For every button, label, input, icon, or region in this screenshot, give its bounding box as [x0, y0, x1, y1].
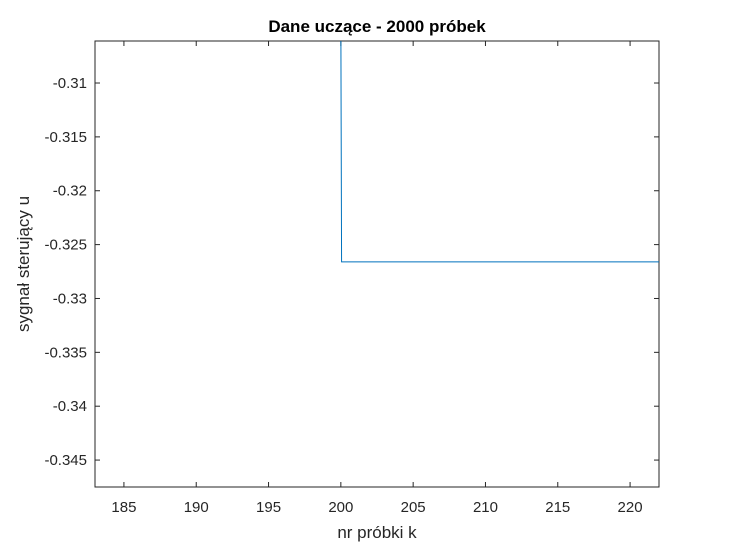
x-tick-label: 195	[256, 499, 281, 516]
y-tick-label: -0.31	[53, 75, 87, 92]
x-tick-label: 190	[184, 499, 209, 516]
x-axis-label: nr próbki k	[337, 523, 417, 542]
y-tick-label: -0.33	[53, 290, 87, 307]
y-tick-label: -0.32	[53, 183, 87, 200]
y-axis-label: sygnał sterujący u	[14, 196, 33, 332]
y-tick-label: -0.345	[44, 452, 87, 469]
x-tick-label: 220	[618, 499, 643, 516]
y-tick-label: -0.325	[44, 237, 87, 254]
y-tick-label: -0.315	[44, 129, 87, 146]
x-tick-label: 200	[328, 499, 353, 516]
plot-area	[94, 40, 660, 488]
x-axis-ticks: 185 190 195 200 205 210 215 220	[111, 41, 643, 516]
y-axis-ticks: -0.31 -0.315 -0.32 -0.325 -0.33 -0.335 -0.34 -0…	[44, 75, 659, 469]
series-line-0	[340, 41, 659, 263]
x-tick-label: 210	[473, 499, 498, 516]
y-tick-label: -0.335	[44, 344, 87, 361]
x-tick-label: 185	[111, 499, 136, 516]
series-group	[340, 41, 659, 263]
x-tick-label: 215	[545, 499, 570, 516]
x-tick-label: 205	[401, 499, 426, 516]
y-tick-label: -0.34	[53, 398, 87, 415]
chart-title: Dane uczące - 2000 próbek	[268, 17, 486, 36]
